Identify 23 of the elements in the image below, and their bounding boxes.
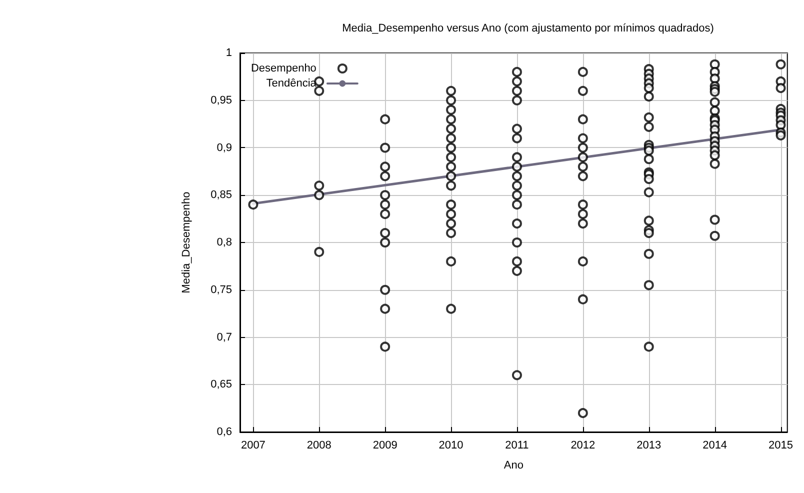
y-tick-label: 0,8 [216, 236, 232, 248]
y-tick-label: 1 [226, 47, 232, 59]
y-tick-label: 0,9 [216, 142, 232, 154]
legend-label: Tendência [266, 78, 318, 90]
y-tick-label: 0,75 [210, 284, 232, 296]
x-tick-label: 2013 [636, 440, 662, 452]
x-tick-label: 2011 [505, 440, 529, 452]
x-tick-label: 2008 [306, 440, 332, 452]
y-tick-label: 0,85 [210, 189, 232, 202]
y-tick-label: 0,6 [216, 426, 232, 438]
x-tick-label: 2010 [438, 440, 464, 452]
x-tick-label: 2007 [240, 440, 266, 452]
y-axis-title: Media_Desempenho [180, 192, 192, 294]
y-tick-label: 0,95 [210, 94, 232, 106]
x-tick-label: 2012 [570, 440, 596, 452]
x-tick-label: 2009 [372, 440, 398, 452]
y-tick-label: 0,65 [210, 378, 232, 391]
y-tick-label: 0,7 [216, 331, 232, 344]
chart-title: Media_Desempenho versus Ano (com ajustamento por mínimos quadrados) [342, 22, 714, 34]
legend-label: Desempenho [250, 62, 316, 74]
x-tick-label: 2015 [768, 440, 794, 452]
x-tick-label: 2014 [702, 440, 728, 452]
x-axis-title: Ano [504, 460, 524, 472]
